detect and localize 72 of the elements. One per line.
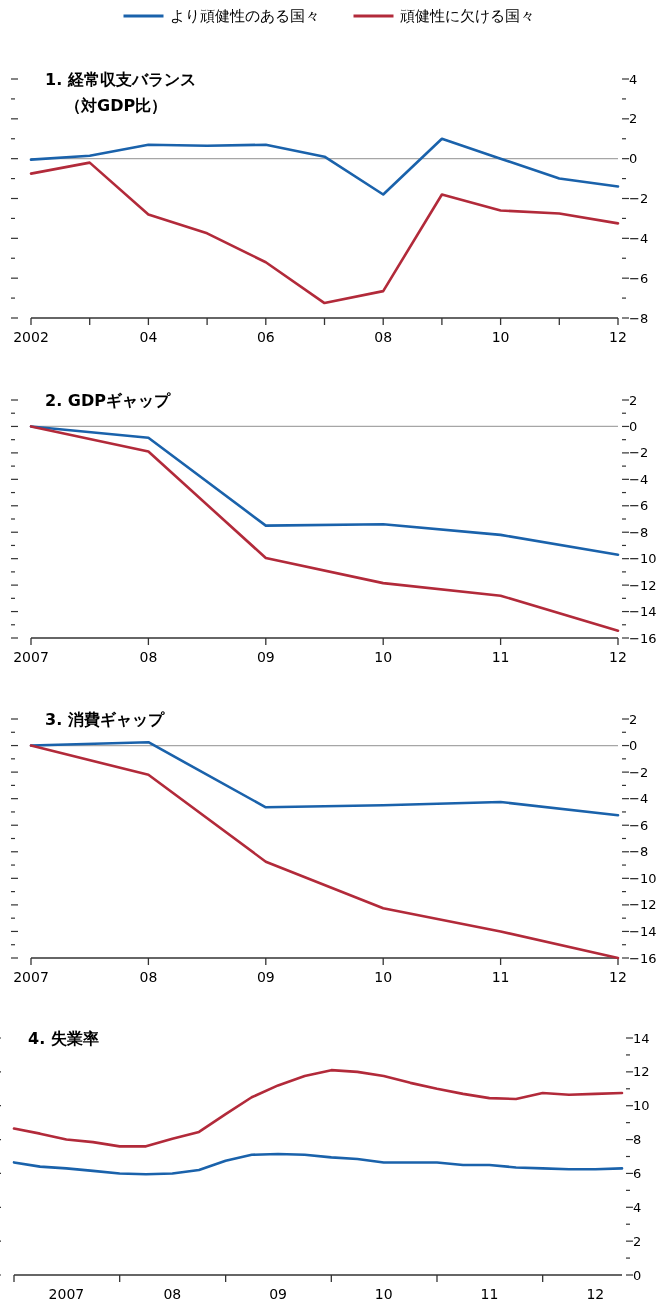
line-series	[29, 161, 620, 305]
x-tick-label: 08	[139, 969, 158, 985]
x-tick-label: 2002	[13, 329, 49, 345]
y-tick-label: −6	[629, 270, 649, 286]
x-tick-label: 08	[374, 329, 393, 345]
line-series	[29, 425, 620, 633]
x-tick-label: 09	[269, 1286, 287, 1302]
x-tick-label: 2007	[48, 1286, 85, 1302]
y-tick-label: −16	[629, 950, 657, 966]
line-series	[12, 1152, 624, 1176]
x-tick-label: 11	[491, 969, 510, 985]
x-tick-label: 09	[256, 649, 275, 665]
line-series	[12, 1068, 624, 1148]
y-tick-label: −8	[629, 310, 649, 326]
y-tick-label: 6	[633, 1165, 642, 1181]
x-tick-label: 10	[374, 969, 393, 985]
chart-title: 3. 消費ギャップ	[45, 710, 165, 729]
y-tick-label: −2	[629, 764, 649, 780]
y-tick-label: −8	[629, 524, 649, 540]
x-tick-label: 08	[139, 649, 158, 665]
y-tick-label: −14	[629, 604, 657, 620]
y-tick-label: −12	[629, 577, 657, 593]
x-tick-label: 10	[374, 649, 393, 665]
x-tick-label: 09	[256, 969, 275, 985]
y-tick-label: 0	[629, 151, 638, 167]
x-tick-label: 08	[163, 1286, 182, 1302]
x-tick-label: 04	[139, 329, 158, 345]
text: （対GDP比）	[65, 96, 168, 115]
x-tick-label: 12	[586, 1286, 605, 1302]
x-tick-label: 11	[480, 1286, 499, 1302]
x-tick-label: 10	[374, 1286, 393, 1302]
y-tick-label: −14	[629, 923, 657, 939]
y-tick-label: 4	[629, 71, 638, 87]
y-tick-label: −16	[629, 630, 657, 646]
y-tick-label: −4	[629, 230, 649, 246]
y-tick-label: −10	[629, 551, 657, 567]
x-tick-label: 12	[609, 969, 627, 985]
chart-title: 2. GDPギャップ	[45, 391, 171, 410]
y-tick-label: 8	[633, 1132, 642, 1148]
y-tick-label: 0	[629, 418, 638, 434]
y-tick-label: −2	[629, 191, 649, 207]
y-tick-label: 4	[633, 1199, 642, 1215]
y-tick-label: −8	[629, 844, 649, 860]
y-tick-label: −6	[629, 498, 649, 514]
y-tick-label: 10	[633, 1098, 650, 1114]
legend-label: 頑健性に欠ける国々	[399, 7, 535, 26]
x-tick-label: 12	[609, 649, 627, 665]
y-tick-label: −4	[629, 791, 649, 807]
y-tick-label: 0	[629, 738, 638, 754]
x-tick-label: 11	[491, 649, 510, 665]
y-tick-label: 2	[633, 1233, 642, 1249]
chart-title: 4. 失業率	[28, 1029, 99, 1048]
x-tick-label: 10	[491, 329, 510, 345]
y-tick-label: 12	[633, 1064, 650, 1080]
legend-label: より頑健性のある国々	[169, 7, 320, 26]
chart-title: 1. 経常収支バランス	[45, 70, 196, 89]
y-tick-label: −6	[629, 817, 649, 833]
x-tick-label: 2007	[13, 649, 49, 665]
line-series	[29, 740, 620, 817]
y-tick-label: −10	[629, 870, 657, 886]
y-tick-label: −2	[629, 445, 649, 461]
y-tick-label: −12	[629, 897, 657, 913]
y-tick-label: 0	[633, 1267, 642, 1283]
x-tick-label: 12	[609, 329, 627, 345]
line-series	[29, 137, 620, 196]
y-tick-label: 2	[629, 392, 638, 408]
x-tick-label: 06	[256, 329, 275, 345]
x-tick-label: 2007	[13, 969, 49, 985]
y-tick-label: 2	[629, 711, 638, 727]
y-tick-label: −4	[629, 471, 649, 487]
y-tick-label: 2	[629, 111, 638, 127]
y-tick-label: 14	[633, 1030, 650, 1046]
